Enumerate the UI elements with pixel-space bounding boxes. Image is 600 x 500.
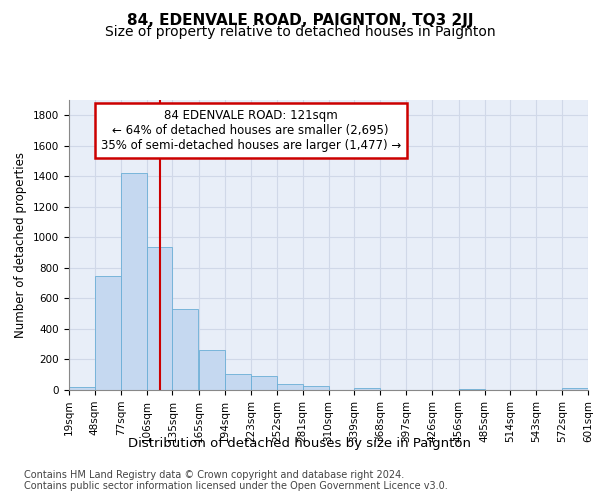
Bar xyxy=(302,386,329,390)
Bar xyxy=(199,350,225,390)
Bar xyxy=(172,309,199,390)
Text: Size of property relative to detached houses in Paignton: Size of property relative to detached ho… xyxy=(104,25,496,39)
Text: Contains HM Land Registry data © Crown copyright and database right 2024.: Contains HM Land Registry data © Crown c… xyxy=(24,470,404,480)
Bar xyxy=(251,376,277,390)
Bar xyxy=(355,388,380,390)
Bar xyxy=(562,388,588,390)
Text: 84, EDENVALE ROAD, PAIGNTON, TQ3 2JJ: 84, EDENVALE ROAD, PAIGNTON, TQ3 2JJ xyxy=(127,12,473,28)
Bar xyxy=(121,172,146,390)
Bar xyxy=(225,374,251,390)
Text: 84 EDENVALE ROAD: 121sqm
← 64% of detached houses are smaller (2,695)
35% of sem: 84 EDENVALE ROAD: 121sqm ← 64% of detach… xyxy=(101,108,401,152)
Bar xyxy=(69,386,95,390)
Text: Distribution of detached houses by size in Paignton: Distribution of detached houses by size … xyxy=(128,438,472,450)
Bar xyxy=(458,389,485,390)
Text: Contains public sector information licensed under the Open Government Licence v3: Contains public sector information licen… xyxy=(24,481,448,491)
Bar xyxy=(146,246,172,390)
Bar xyxy=(277,384,302,390)
Bar xyxy=(95,276,121,390)
Y-axis label: Number of detached properties: Number of detached properties xyxy=(14,152,28,338)
